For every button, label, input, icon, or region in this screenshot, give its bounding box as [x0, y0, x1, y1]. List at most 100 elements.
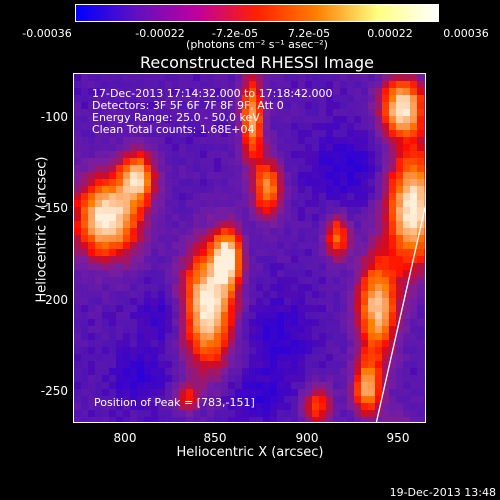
heat-cell [109, 179, 116, 186]
heat-cell [256, 228, 263, 235]
heat-cell [172, 270, 179, 277]
heat-cell [312, 319, 319, 326]
heat-cell [389, 319, 396, 326]
heat-cell [284, 228, 291, 235]
heat-cell [109, 277, 116, 284]
heat-cell [95, 298, 102, 305]
heat-cell [193, 417, 200, 422]
heat-cell [200, 347, 207, 354]
heat-cell [305, 228, 312, 235]
heat-cell [95, 102, 102, 109]
heat-cell [298, 235, 305, 242]
heat-cell [347, 235, 354, 242]
heat-cell [270, 263, 277, 270]
heat-cell [137, 333, 144, 340]
heat-cell [361, 319, 368, 326]
heat-cell [207, 207, 214, 214]
heat-cell [424, 130, 425, 137]
heat-cell [305, 326, 312, 333]
heat-cell [270, 340, 277, 347]
heat-cell [214, 277, 221, 284]
heat-cell [389, 284, 396, 291]
heat-cell [200, 235, 207, 242]
heat-cell [165, 81, 172, 88]
colorbar-tick: 0.00022 [367, 27, 413, 40]
heat-cell [256, 179, 263, 186]
heat-cell [375, 109, 382, 116]
heat-cell [165, 340, 172, 347]
heat-cell [165, 221, 172, 228]
heat-cell [214, 186, 221, 193]
heat-cell [144, 200, 151, 207]
heat-cell [396, 375, 403, 382]
heat-cell [95, 354, 102, 361]
heat-cell [263, 382, 270, 389]
heat-cell [368, 270, 375, 277]
heat-cell [305, 396, 312, 403]
heat-cell [249, 340, 256, 347]
heat-cell [228, 284, 235, 291]
heat-cell [361, 172, 368, 179]
heat-cell [74, 249, 81, 256]
heat-cell [123, 228, 130, 235]
heat-cell [242, 403, 249, 410]
heat-cell [137, 242, 144, 249]
heat-cell [270, 256, 277, 263]
heat-cell [375, 228, 382, 235]
heat-cell [396, 298, 403, 305]
heat-cell [256, 312, 263, 319]
heat-cell [333, 179, 340, 186]
heat-cell [123, 102, 130, 109]
heat-cell [235, 291, 242, 298]
heat-cell [200, 305, 207, 312]
heat-cell [417, 298, 424, 305]
heat-cell [249, 382, 256, 389]
heat-cell [165, 130, 172, 137]
heat-cell [102, 242, 109, 249]
heat-cell [284, 340, 291, 347]
heat-cell [158, 403, 165, 410]
heat-cell [214, 200, 221, 207]
heat-cell [284, 137, 291, 144]
heat-cell [256, 256, 263, 263]
heat-cell [144, 277, 151, 284]
heat-cell [326, 368, 333, 375]
heat-cell [256, 347, 263, 354]
heat-cell [361, 389, 368, 396]
heat-cell [81, 291, 88, 298]
heat-cell [368, 214, 375, 221]
heat-cell [382, 116, 389, 123]
heat-cell [375, 298, 382, 305]
heat-cell [130, 158, 137, 165]
heat-cell [326, 235, 333, 242]
heat-cell [179, 172, 186, 179]
heat-cell [179, 263, 186, 270]
heat-cell [228, 347, 235, 354]
heat-cell [172, 193, 179, 200]
heat-cell [116, 207, 123, 214]
heat-cell [347, 256, 354, 263]
heat-cell [81, 186, 88, 193]
heat-cell [305, 186, 312, 193]
heat-cell [151, 95, 158, 102]
heat-cell [256, 193, 263, 200]
heat-cell [144, 242, 151, 249]
heat-cell [403, 214, 410, 221]
heat-cell [361, 81, 368, 88]
heat-cell [347, 179, 354, 186]
heat-cell [81, 81, 88, 88]
heat-cell [312, 137, 319, 144]
heat-cell [410, 200, 417, 207]
heat-cell [172, 95, 179, 102]
heat-cell [179, 389, 186, 396]
heat-cell [186, 291, 193, 298]
heat-cell [193, 291, 200, 298]
heat-cell [151, 228, 158, 235]
heat-cell [347, 396, 354, 403]
heat-cell [298, 123, 305, 130]
heat-cell [116, 333, 123, 340]
heat-cell [130, 319, 137, 326]
heat-cell [340, 200, 347, 207]
heat-cell [186, 165, 193, 172]
heat-cell [221, 74, 228, 81]
